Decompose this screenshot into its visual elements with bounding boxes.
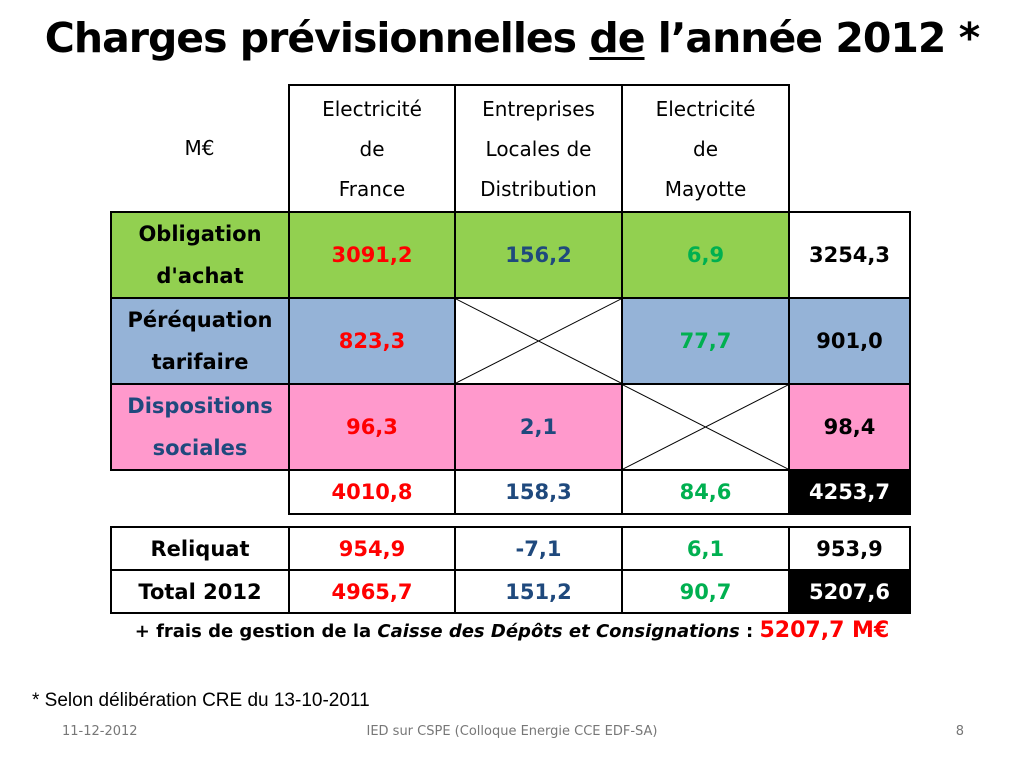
reliquat-total: 953,9 <box>788 526 911 571</box>
cell-perequation-total: 901,0 <box>788 297 911 385</box>
table-row: Dispositions sociales 96,3 2,1 98,4 <box>110 383 911 471</box>
cell-dispositions-total: 98,4 <box>788 383 911 471</box>
cross-mark-icon <box>623 385 788 469</box>
cre-deliberation-note: * Selon délibération CRE du 13-10-2011 <box>32 690 370 711</box>
table-row: Péréquation tarifaire 823,3 77,7 901,0 <box>110 297 911 385</box>
col-header-edf: Electricité de France <box>288 84 456 213</box>
footer-date: 11-12-2012 <box>62 724 138 739</box>
cell-perequation-mayotte: 77,7 <box>621 297 790 385</box>
cell-dispositions-edf: 96,3 <box>288 383 456 471</box>
cell-dispositions-eld: 2,1 <box>454 383 623 471</box>
reliquat-label: Reliquat <box>110 526 290 571</box>
total2012-edf: 4965,7 <box>288 569 456 614</box>
footer-event: IED sur CSPE (Colloque Energie CCE EDF-S… <box>366 724 658 739</box>
total2012-eld: 151,2 <box>454 569 623 614</box>
totals-row-empty <box>111 470 289 514</box>
cross-mark-icon <box>456 299 621 383</box>
total-mayotte: 84,6 <box>621 469 790 515</box>
reliquat-edf: 954,9 <box>288 526 456 571</box>
management-fees-note: + frais de gestion de la Caisse des Dépô… <box>134 618 890 643</box>
col-header-eld: Entreprises Locales de Distribution <box>454 84 623 213</box>
col-header-mayotte: Electricité de Mayotte <box>621 84 790 213</box>
total-eld: 158,3 <box>454 469 623 515</box>
cell-obligation-edf: 3091,2 <box>288 211 456 299</box>
row-label-dispositions: Dispositions sociales <box>110 383 290 471</box>
unit-label: M€ <box>184 136 215 160</box>
table-row: Total 2012 4965,7 151,2 90,7 5207,6 <box>110 569 911 614</box>
summary-table: Reliquat 954,9 -7,1 6,1 953,9 Total 2012… <box>110 526 911 614</box>
reliquat-eld: -7,1 <box>454 526 623 571</box>
table-row: Reliquat 954,9 -7,1 6,1 953,9 <box>110 526 911 571</box>
cell-obligation-mayotte: 6,9 <box>621 211 790 299</box>
row-label-perequation: Péréquation tarifaire <box>110 297 290 385</box>
charges-table: M€ Electricité de France Entreprises Locale… <box>110 84 911 515</box>
cell-obligation-total: 3254,3 <box>788 211 911 299</box>
cell-perequation-eld-crossed <box>454 297 623 385</box>
col-header-total-empty <box>788 85 910 212</box>
total2012-label: Total 2012 <box>110 569 290 614</box>
reliquat-mayotte: 6,1 <box>621 526 790 571</box>
footer-page-number: 8 <box>955 724 964 739</box>
cell-obligation-eld: 156,2 <box>454 211 623 299</box>
grand-total: 4253,7 <box>788 469 911 515</box>
total-edf: 4010,8 <box>288 469 456 515</box>
cell-perequation-edf: 823,3 <box>288 297 456 385</box>
table-totals-row: 4010,8 158,3 84,6 4253,7 <box>111 469 911 515</box>
slide-title: Charges prévisionnelles de l’année 2012 … <box>44 14 980 62</box>
table-row: Obligation d'achat 3091,2 156,2 6,9 3254,… <box>110 211 911 299</box>
cell-dispositions-mayotte-crossed <box>621 383 790 471</box>
row-label-obligation: Obligation d'achat <box>110 211 290 299</box>
total2012-mayotte: 90,7 <box>621 569 790 614</box>
management-fees-amount: 5207,7 M€ <box>759 618 890 643</box>
total2012-total: 5207,6 <box>788 569 911 614</box>
